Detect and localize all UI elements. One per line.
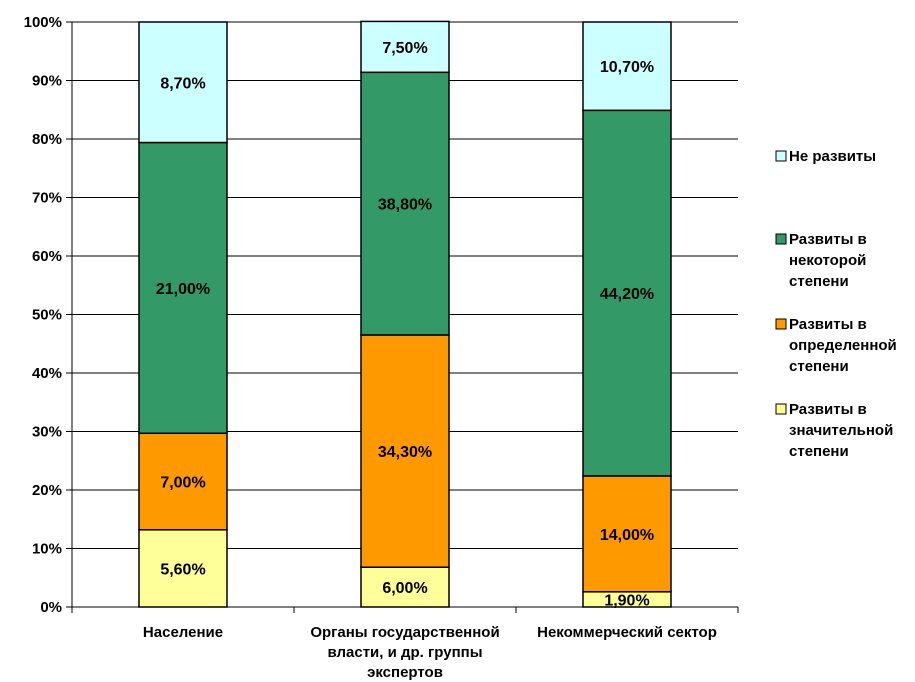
- y-tick-label: 10%: [32, 541, 62, 558]
- bar-segment: [138, 529, 228, 608]
- x-axis: Население Органы государственной власти, и…: [71, 606, 739, 681]
- data-label: 14,00%: [600, 527, 654, 544]
- data-label: 21,00%: [156, 281, 210, 298]
- bar-segment: [360, 20, 450, 74]
- y-tick-label: 80%: [32, 131, 62, 148]
- bar-segment: [582, 21, 672, 112]
- legend: Не развиты Развиты в некоторой степени Разви…: [775, 148, 897, 460]
- data-label: 8,70%: [160, 75, 205, 92]
- legend-label: значительной: [789, 422, 893, 439]
- bar-segment: [582, 475, 672, 593]
- data-label: 38,80%: [378, 197, 432, 214]
- y-axis: 0% 10% 20% 30% 40% 50% 60% 70% 80% 90% 100%: [24, 14, 73, 616]
- x-category-label: Некоммерческий сектор: [537, 624, 717, 641]
- legend-label: степени: [789, 443, 849, 460]
- legend-swatch: [775, 150, 787, 162]
- bars: 5,60% 7,00% 21,00% 8,70% 6,00% 34,30% 38,80% 7,…: [138, 20, 672, 609]
- legend-swatch: [775, 403, 787, 415]
- data-label: 44,20%: [600, 286, 654, 303]
- bar-segment: [360, 71, 450, 336]
- y-tick-label: 0%: [40, 599, 62, 616]
- legend-label: Развиты в: [789, 401, 867, 418]
- bar-segment: [360, 334, 450, 568]
- data-label: 6,00%: [382, 580, 427, 597]
- data-label: 7,50%: [382, 40, 427, 57]
- y-tick-label: 20%: [32, 482, 62, 499]
- y-tick-label: 100%: [24, 14, 62, 31]
- bar-segment: [582, 109, 672, 477]
- legend-label: определенной: [789, 337, 897, 354]
- y-tick-label: 40%: [32, 365, 62, 382]
- legend-label: степени: [789, 358, 849, 375]
- data-label: 10,70%: [600, 59, 654, 76]
- data-label: 5,60%: [160, 561, 205, 578]
- bar-segment: [138, 432, 228, 531]
- y-tick-label: 50%: [32, 307, 62, 324]
- legend-swatch: [775, 233, 787, 245]
- bar-segment: [138, 21, 228, 144]
- x-category-label: власти, и др. группы: [327, 644, 482, 661]
- x-category-label: Население: [143, 624, 223, 641]
- legend-label: степени: [789, 273, 849, 290]
- legend-label: Развиты в: [789, 231, 867, 248]
- y-tick-label: 60%: [32, 248, 62, 265]
- legend-label: некоторой: [789, 252, 866, 269]
- y-tick-label: 70%: [32, 190, 62, 207]
- data-label: 34,30%: [378, 444, 432, 461]
- x-category-label: экспертов: [367, 664, 443, 681]
- data-label: 7,00%: [160, 475, 205, 492]
- x-category-label: Органы государственной: [310, 624, 499, 641]
- data-label: 1,90%: [604, 592, 649, 609]
- y-tick-label: 30%: [32, 424, 62, 441]
- legend-label: Развиты в: [789, 316, 867, 333]
- bar-segment: [138, 141, 228, 435]
- legend-label: Не развиты: [789, 148, 876, 165]
- y-tick-label: 90%: [32, 73, 62, 90]
- legend-swatch: [775, 318, 787, 330]
